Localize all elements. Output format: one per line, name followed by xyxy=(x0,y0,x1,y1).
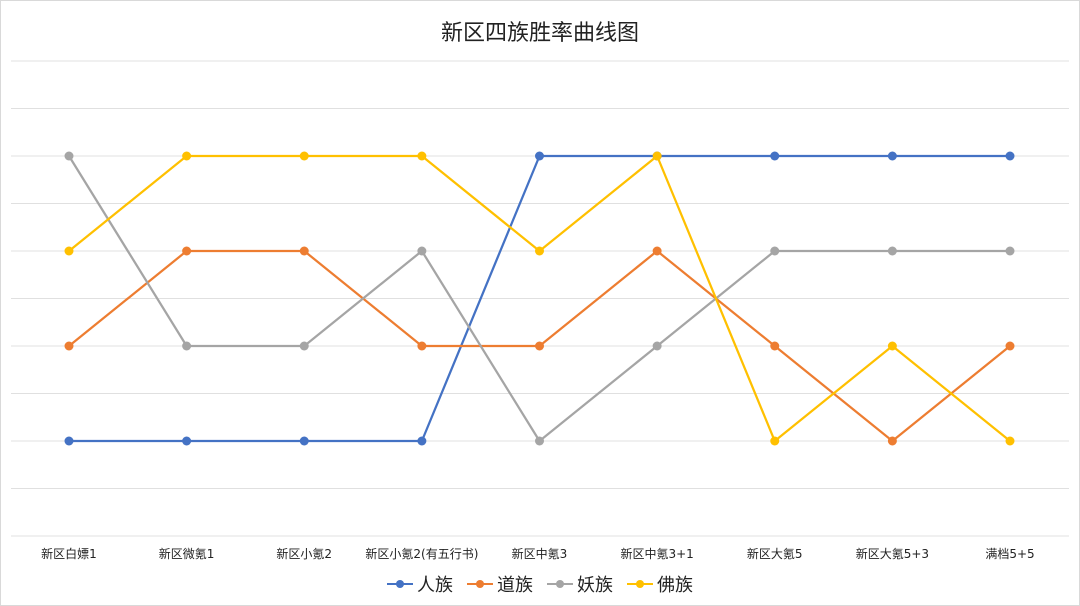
x-tick-label: 新区大氪5+3 xyxy=(856,546,929,561)
data-point-series-0 xyxy=(1005,151,1015,161)
data-point-series-0 xyxy=(417,436,427,446)
legend-swatch-icon xyxy=(547,577,573,591)
x-tick-label: 新区大氪5 xyxy=(747,546,803,561)
data-point-series-2 xyxy=(64,151,74,161)
legend-dot xyxy=(636,580,644,588)
data-point-series-2 xyxy=(182,341,192,351)
legend-label: 人族 xyxy=(417,575,453,596)
data-point-series-2 xyxy=(652,341,662,351)
data-point-series-1 xyxy=(887,436,897,446)
legend-dot xyxy=(396,580,404,588)
x-tick-label: 新区白嫖1 xyxy=(41,546,97,561)
data-point-series-2 xyxy=(770,246,780,256)
legend-label: 道族 xyxy=(497,575,533,596)
data-point-series-2 xyxy=(535,436,544,446)
chart-title: 新区四族胜率曲线图 xyxy=(440,21,639,46)
data-point-series-3 xyxy=(182,151,192,161)
legend: 人族 道族 妖族 佛族 xyxy=(1,571,1079,597)
data-point-series-3 xyxy=(770,436,780,446)
data-point-series-0 xyxy=(64,436,74,446)
data-point-series-0 xyxy=(299,436,309,446)
x-tick-label: 新区微氪1 xyxy=(159,546,215,561)
line-chart: 新区白嫖1 新区微氪1 新区小氪2 新区小氪2(有五行书) 新区中氪3 新区中氪3+1 新区… xyxy=(11,60,1069,561)
x-tick-label: 新区小氪2 xyxy=(276,546,332,561)
data-point-series-2 xyxy=(299,341,309,351)
data-point-series-0 xyxy=(887,151,897,161)
data-point-series-3 xyxy=(299,151,309,161)
legend-item-series-0: 人族 xyxy=(387,571,453,597)
legend-item-series-1: 道族 xyxy=(467,571,533,597)
legend-dot xyxy=(556,580,564,588)
legend-item-series-3: 佛族 xyxy=(627,571,693,597)
legend-label: 妖族 xyxy=(577,575,613,596)
legend-swatch-icon xyxy=(467,577,493,591)
data-point-series-1 xyxy=(652,246,662,256)
data-point-series-2 xyxy=(1005,246,1015,256)
data-point-series-1 xyxy=(535,341,544,351)
data-point-series-3 xyxy=(535,246,544,256)
data-point-series-1 xyxy=(770,341,780,351)
legend-item-series-2: 妖族 xyxy=(547,571,613,597)
data-point-series-3 xyxy=(64,246,74,256)
data-point-series-3 xyxy=(887,341,897,351)
data-point-series-3 xyxy=(417,151,427,161)
data-point-series-3 xyxy=(652,151,662,161)
data-point-series-1 xyxy=(1005,341,1015,351)
data-point-series-1 xyxy=(299,246,309,256)
legend-swatch-icon xyxy=(627,577,653,591)
data-point-series-0 xyxy=(182,436,192,446)
x-tick-label: 满档5+5 xyxy=(985,547,1034,561)
data-point-series-0 xyxy=(770,151,780,161)
legend-swatch-icon xyxy=(387,577,413,591)
data-point-series-2 xyxy=(417,246,427,256)
x-tick-label: 新区中氪3+1 xyxy=(620,546,693,561)
data-point-series-1 xyxy=(64,341,74,351)
data-point-series-2 xyxy=(887,246,897,256)
data-point-series-1 xyxy=(417,341,427,351)
x-tick-label: 新区中氪3 xyxy=(512,546,568,561)
data-point-series-1 xyxy=(182,246,192,256)
legend-dot xyxy=(476,580,484,588)
data-point-series-3 xyxy=(1005,436,1015,446)
legend-label: 佛族 xyxy=(657,575,693,596)
x-tick-label: 新区小氪2(有五行书) xyxy=(365,546,478,561)
data-point-series-0 xyxy=(535,151,544,161)
